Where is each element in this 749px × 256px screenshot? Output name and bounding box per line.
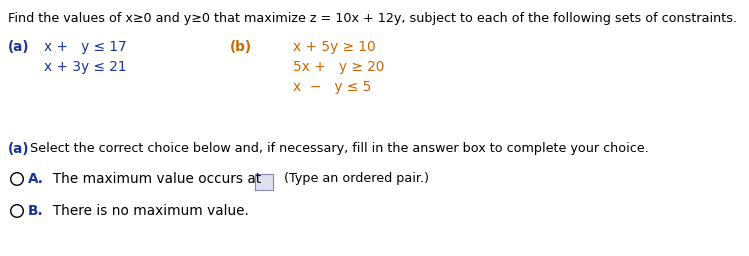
- Text: x + 3y ≤ 21: x + 3y ≤ 21: [44, 60, 127, 74]
- Text: (Type an ordered pair.): (Type an ordered pair.): [276, 172, 429, 185]
- Text: (a): (a): [8, 142, 29, 156]
- Text: B.: B.: [28, 204, 43, 218]
- Text: There is no maximum value.: There is no maximum value.: [44, 204, 249, 218]
- Text: (a): (a): [8, 40, 29, 54]
- Text: Select the correct choice below and, if necessary, fill in the answer box to com: Select the correct choice below and, if …: [26, 142, 649, 155]
- Text: (b): (b): [230, 40, 252, 54]
- Text: 5x +   y ≥ 20: 5x + y ≥ 20: [293, 60, 384, 74]
- Text: x  −   y ≤ 5: x − y ≤ 5: [293, 80, 372, 94]
- Text: The maximum value occurs at: The maximum value occurs at: [44, 172, 261, 186]
- Text: x +   y ≤ 17: x + y ≤ 17: [44, 40, 127, 54]
- Text: x + 5y ≥ 10: x + 5y ≥ 10: [293, 40, 376, 54]
- Text: Find the values of x≥0 and y≥0 that maximize z = 10x + 12y, subject to each of t: Find the values of x≥0 and y≥0 that maxi…: [8, 12, 737, 25]
- Text: A.: A.: [28, 172, 44, 186]
